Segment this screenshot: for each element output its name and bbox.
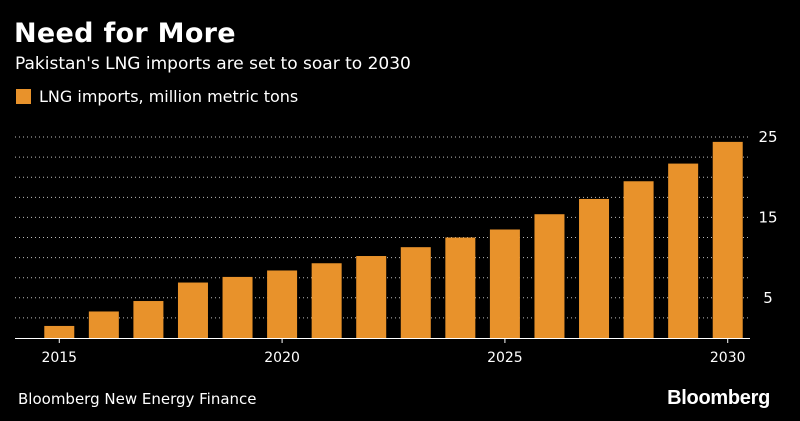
legend-label: LNG imports, million metric tons xyxy=(39,87,299,106)
bar-2020 xyxy=(267,270,298,338)
bar-2024 xyxy=(445,237,476,338)
x-tick-label: 2020 xyxy=(264,350,300,366)
source-note: Bloomberg New Energy Finance xyxy=(18,390,257,408)
bar-2021 xyxy=(311,263,342,338)
bar-2028 xyxy=(623,181,654,338)
bar-2022 xyxy=(356,256,387,338)
x-tick-label: 2025 xyxy=(487,350,523,366)
bloomberg-logo: Bloomberg xyxy=(667,387,770,409)
x-tick-label: 2015 xyxy=(41,350,77,366)
bar-2015 xyxy=(44,325,75,338)
legend-swatch xyxy=(16,89,31,104)
bar-2030 xyxy=(712,141,743,338)
chart-subtitle: Pakistan's LNG imports are set to soar t… xyxy=(15,54,411,74)
bar-chart: 5 15 25 2015 2020 2025 2030 xyxy=(15,128,778,366)
bar-2019 xyxy=(222,276,253,338)
bar-2026 xyxy=(534,214,565,338)
bar-2029 xyxy=(668,163,699,338)
y-tick-label: 15 xyxy=(758,208,777,226)
bar-2025 xyxy=(489,229,520,338)
bar-2018 xyxy=(177,282,208,338)
y-tick-label: 25 xyxy=(758,128,777,146)
legend: LNG imports, million metric tons xyxy=(16,87,298,106)
x-tick-label: 2030 xyxy=(710,350,746,366)
bar-2017 xyxy=(133,301,164,338)
bar-2016 xyxy=(88,311,119,338)
bar-2023 xyxy=(400,247,431,338)
bar-2027 xyxy=(579,198,610,338)
chart-title: Need for More xyxy=(14,18,236,49)
y-tick-label: 5 xyxy=(763,289,773,307)
